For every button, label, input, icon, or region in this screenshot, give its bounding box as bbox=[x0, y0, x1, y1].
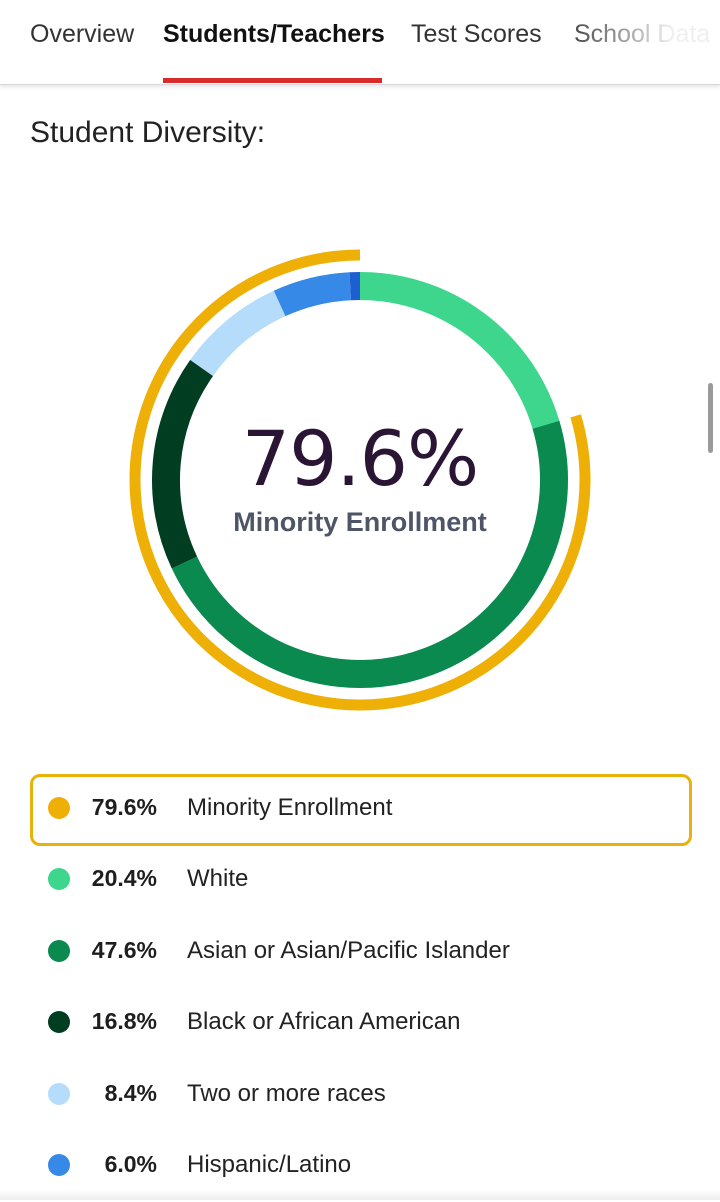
legend-item-black[interactable]: 16.8% Black or African American bbox=[30, 988, 690, 1059]
donut-slice-two-or-more-races bbox=[202, 303, 280, 368]
tab-bar: Overview Students/Teachers Test Scores S… bbox=[0, 0, 720, 85]
legend-label: Hispanic/Latino bbox=[187, 1151, 351, 1179]
center-label: Minority Enrollment bbox=[160, 507, 560, 538]
legend-label: Black or African American bbox=[187, 1008, 460, 1036]
legend-item-minority-enrollment[interactable]: 79.6% Minority Enrollment bbox=[30, 774, 690, 845]
active-tab-indicator bbox=[163, 78, 382, 83]
legend-label: White bbox=[187, 865, 248, 893]
center-value: 79.6% bbox=[160, 414, 560, 503]
legend-label: Minority Enrollment bbox=[187, 794, 392, 822]
legend-item-white[interactable]: 20.4% White bbox=[30, 845, 690, 916]
legend-dot bbox=[48, 1083, 70, 1105]
legend-label: Two or more races bbox=[187, 1080, 386, 1108]
donut-slice-white bbox=[360, 286, 546, 425]
legend-dot bbox=[48, 1154, 70, 1176]
legend-percent: 16.8% bbox=[70, 1008, 157, 1035]
legend-percent: 47.6% bbox=[70, 937, 157, 964]
donut-slice-hispanic-latino bbox=[280, 286, 351, 303]
legend-dot bbox=[48, 940, 70, 962]
tab-school-data[interactable]: School Data bbox=[574, 20, 710, 49]
legend-dot bbox=[48, 1011, 70, 1033]
tab-overview[interactable]: Overview bbox=[30, 20, 134, 49]
legend-percent: 79.6% bbox=[70, 794, 157, 821]
section-title: Student Diversity: bbox=[30, 116, 265, 150]
legend: 79.6% Minority Enrollment 20.4% White 47… bbox=[30, 774, 690, 1202]
legend-percent: 20.4% bbox=[70, 865, 157, 892]
scrollbar-thumb[interactable] bbox=[708, 383, 713, 453]
tab-test-scores[interactable]: Test Scores bbox=[411, 20, 542, 49]
legend-dot bbox=[48, 868, 70, 890]
tab-students-teachers[interactable]: Students/Teachers bbox=[163, 20, 385, 49]
legend-percent: 8.4% bbox=[70, 1080, 157, 1107]
legend-item-two-or-more[interactable]: 8.4% Two or more races bbox=[30, 1060, 690, 1131]
bottom-edge bbox=[0, 1190, 720, 1200]
legend-percent: 6.0% bbox=[70, 1151, 157, 1178]
legend-label: Asian or Asian/Pacific Islander bbox=[187, 937, 510, 965]
legend-dot bbox=[48, 797, 70, 819]
legend-item-asian[interactable]: 47.6% Asian or Asian/Pacific Islander bbox=[30, 917, 690, 988]
